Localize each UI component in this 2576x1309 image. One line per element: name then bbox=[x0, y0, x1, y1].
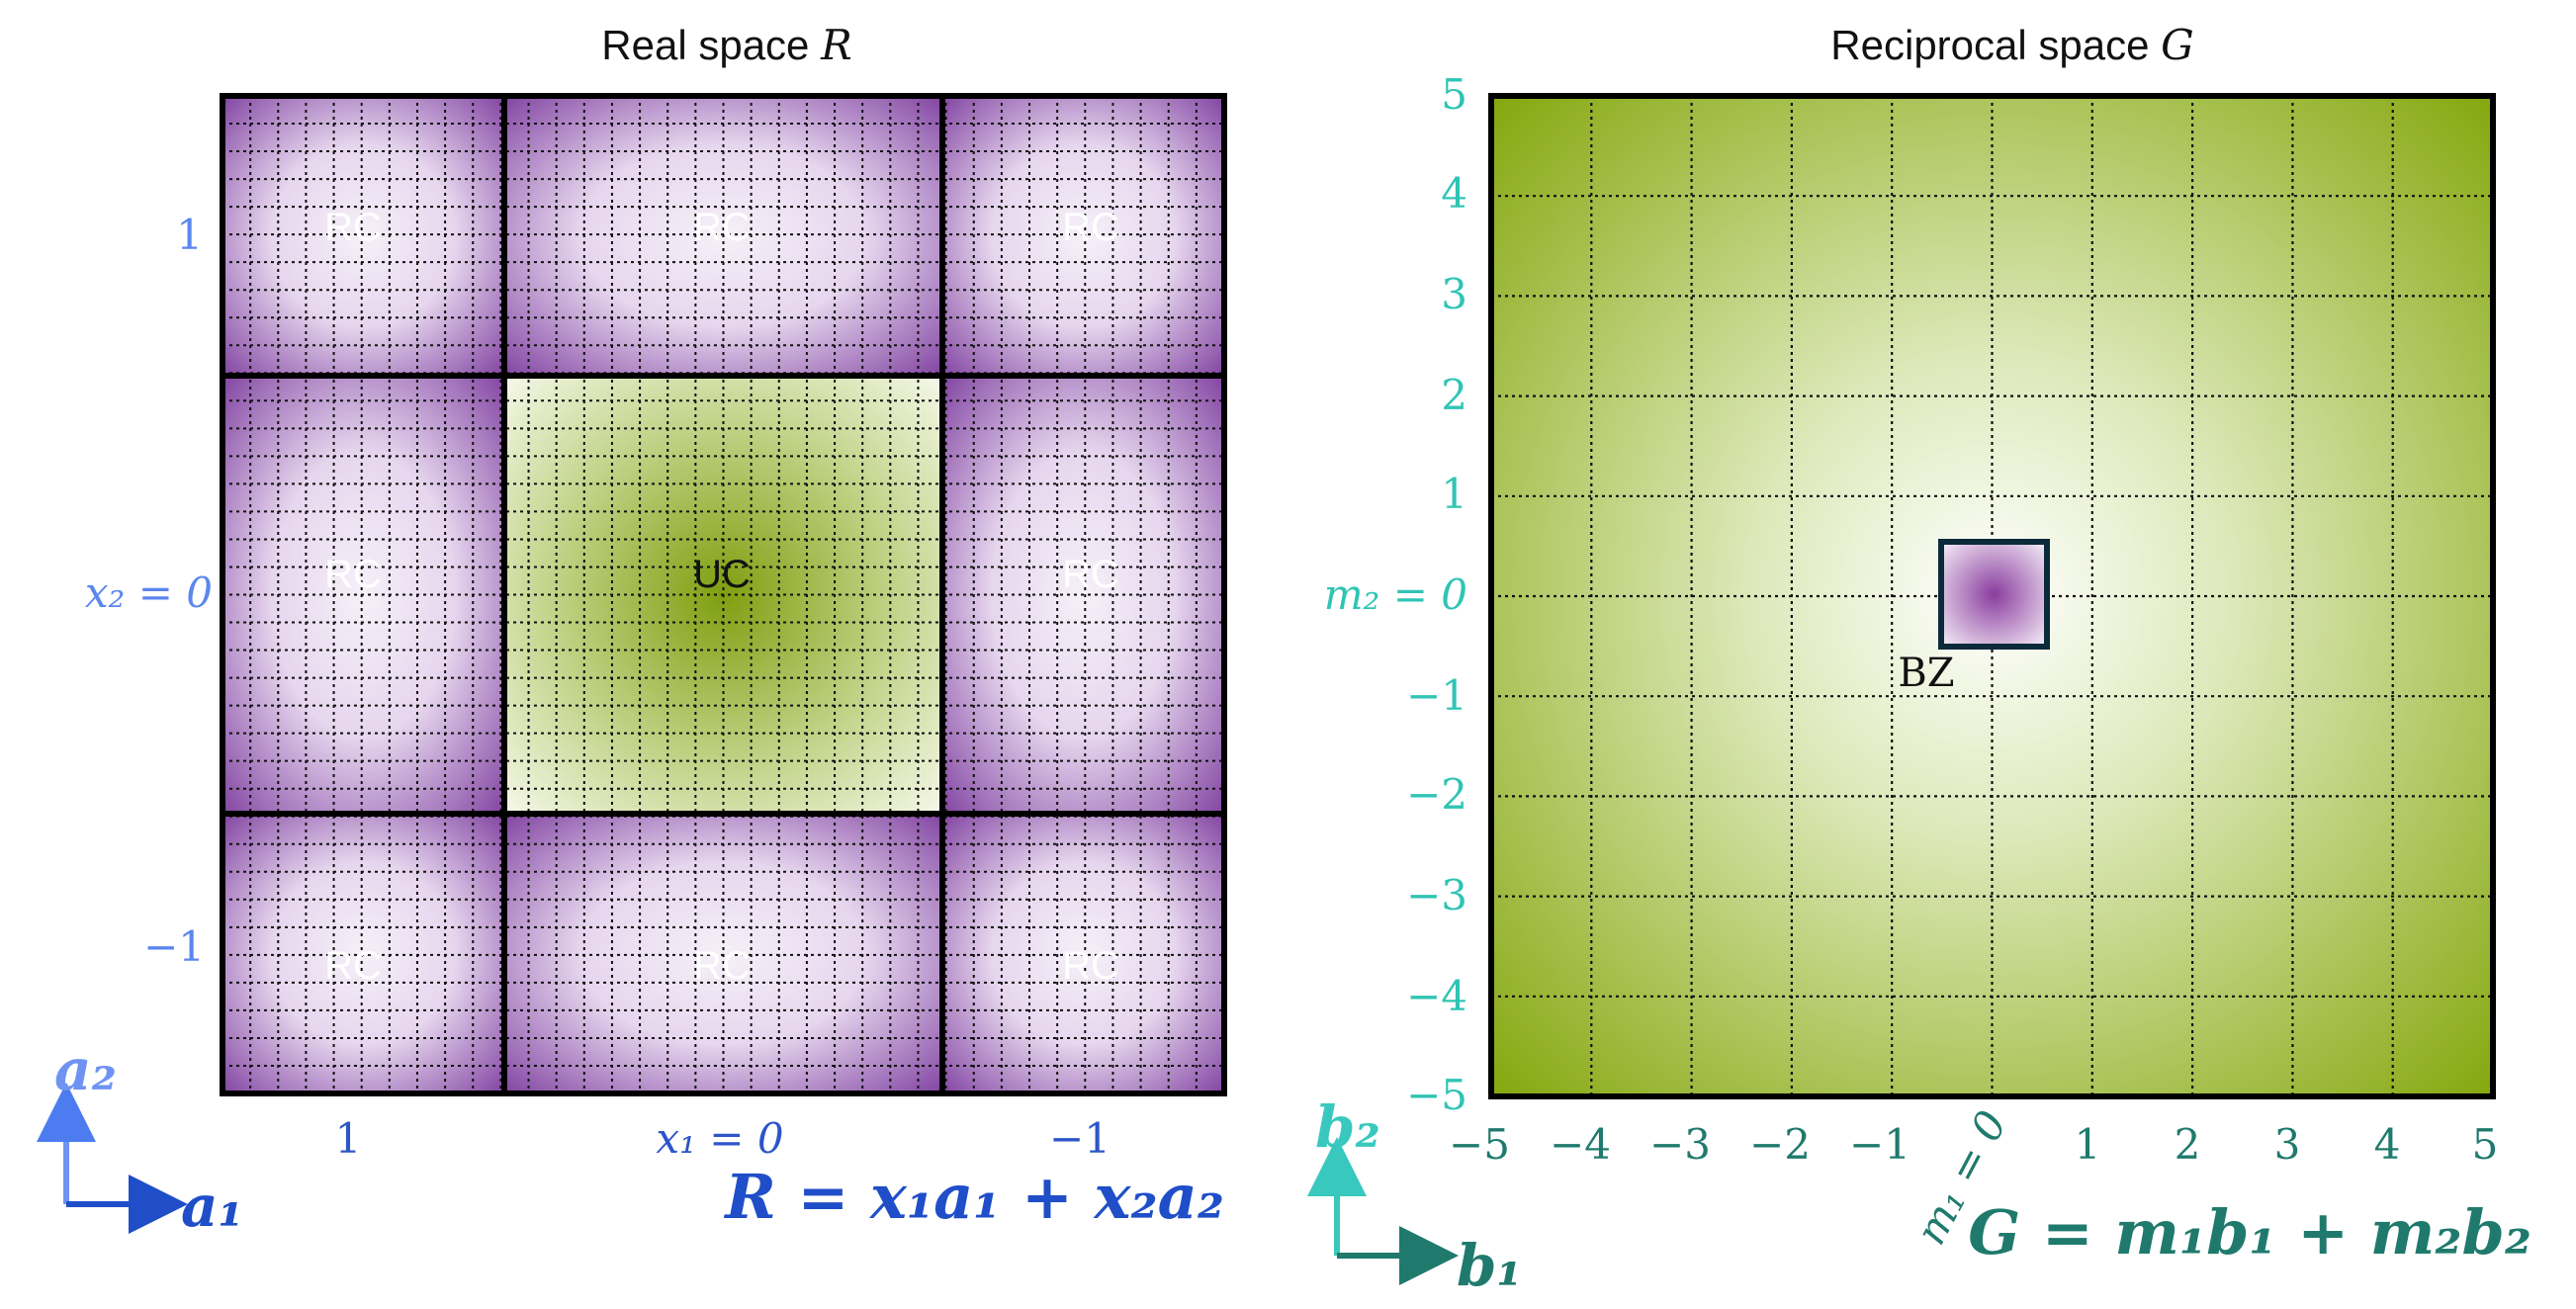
rc-cell-bottom-left bbox=[222, 814, 504, 1093]
x1-tick-labels: 1 x₁ = 0 −1 bbox=[335, 1114, 1110, 1163]
x2-tick-label: −1 bbox=[143, 922, 205, 971]
a1-label: a₁ bbox=[181, 1173, 243, 1240]
m1-tick-label: 3 bbox=[2274, 1120, 2301, 1169]
m2-tick-labels: 5 4 3 2 1 m₂ = 0 −1 −2 −3 −4 −5 bbox=[1324, 70, 1467, 1119]
reciprocal-basis-arrows: b₂ b₁ bbox=[1307, 1093, 1522, 1299]
m1-tick-label: 2 bbox=[2175, 1120, 2201, 1169]
real-space-panel: Real space R RC RC RC bbox=[37, 21, 1227, 1240]
m2-tick-label: 2 bbox=[1441, 371, 1467, 419]
a2-label: a₂ bbox=[54, 1036, 117, 1103]
reciprocal-space-panel: Reciprocal space G BZ 5 4 3 2 1 m₂ = 0 −… bbox=[1307, 21, 2532, 1299]
x2-tick-label: x₂ = 0 bbox=[85, 568, 213, 617]
m2-tick-label: −2 bbox=[1406, 770, 1467, 819]
cell-label-rc: RC bbox=[1062, 553, 1119, 596]
cell-label-rc: RC bbox=[693, 944, 751, 988]
cell-label-rc: RC bbox=[693, 206, 751, 249]
m2-tick-label: 4 bbox=[1441, 169, 1467, 218]
brillouin-zone bbox=[1938, 539, 2050, 650]
cell-label-rc: RC bbox=[324, 944, 382, 988]
m1-tick-label: 4 bbox=[2374, 1120, 2401, 1169]
m2-tick-label: −5 bbox=[1406, 1071, 1467, 1119]
reciprocal-space-title: Reciprocal space G bbox=[1830, 21, 2193, 69]
m1-tick-label: −2 bbox=[1749, 1120, 1811, 1169]
cell-label-rc: RC bbox=[324, 206, 382, 249]
m2-tick-label: −1 bbox=[1406, 671, 1467, 720]
x1-tick-label: −1 bbox=[1049, 1114, 1110, 1163]
real-basis-arrows: a₂ a₁ bbox=[37, 1036, 243, 1240]
m2-tick-label: m₂ = 0 bbox=[1324, 570, 1467, 619]
cell-labels: RC RC RC RC UC RC RC RC RC bbox=[324, 206, 1119, 988]
reciprocal-frame bbox=[1488, 93, 2496, 1099]
cell-label-uc: UC bbox=[693, 553, 751, 596]
rc-cell-top-left bbox=[222, 96, 504, 376]
m2-tick-label: 1 bbox=[1441, 470, 1467, 518]
x1-tick-label: x₁ = 0 bbox=[656, 1114, 783, 1163]
real-space-title: Real space R bbox=[601, 21, 851, 69]
cell-label-rc: RC bbox=[1062, 944, 1119, 988]
m1-tick-label: −3 bbox=[1649, 1120, 1711, 1169]
real-space-formula: R = x₁a₁ + x₂a₂ bbox=[723, 1161, 1224, 1233]
m1-tick-label: −1 bbox=[1849, 1120, 1910, 1169]
x2-tick-label: 1 bbox=[176, 211, 203, 259]
real-space-cell-borders bbox=[220, 93, 1227, 1096]
x2-tick-labels: 1 x₂ = 0 −1 bbox=[85, 211, 213, 971]
m1-tick-label: −4 bbox=[1550, 1120, 1611, 1169]
m2-tick-label: 5 bbox=[1441, 70, 1467, 119]
m1-tick-labels: −5 −4 −3 −2 −1 1 2 3 4 5 bbox=[1449, 1120, 2498, 1169]
cell-label-rc: RC bbox=[1062, 206, 1119, 249]
m1-tick-label: 5 bbox=[2472, 1120, 2499, 1169]
b1-label: b₁ bbox=[1457, 1232, 1522, 1299]
m1-tick-label: 1 bbox=[2075, 1120, 2101, 1169]
reciprocal-space-formula: G = m₁b₁ + m₂b₂ bbox=[1968, 1196, 2532, 1268]
m1-tick-label: −5 bbox=[1449, 1120, 1510, 1169]
m2-tick-label: −4 bbox=[1406, 972, 1467, 1020]
cell-label-rc: RC bbox=[324, 553, 382, 596]
m2-tick-label: −3 bbox=[1406, 871, 1467, 919]
bz-label: BZ bbox=[1898, 651, 1954, 696]
rc-cell-top-right bbox=[942, 96, 1224, 376]
x1-tick-label: 1 bbox=[335, 1114, 362, 1163]
m2-tick-label: 3 bbox=[1441, 270, 1467, 318]
rc-cell-bottom-right bbox=[942, 814, 1224, 1093]
b2-label: b₂ bbox=[1315, 1093, 1380, 1161]
